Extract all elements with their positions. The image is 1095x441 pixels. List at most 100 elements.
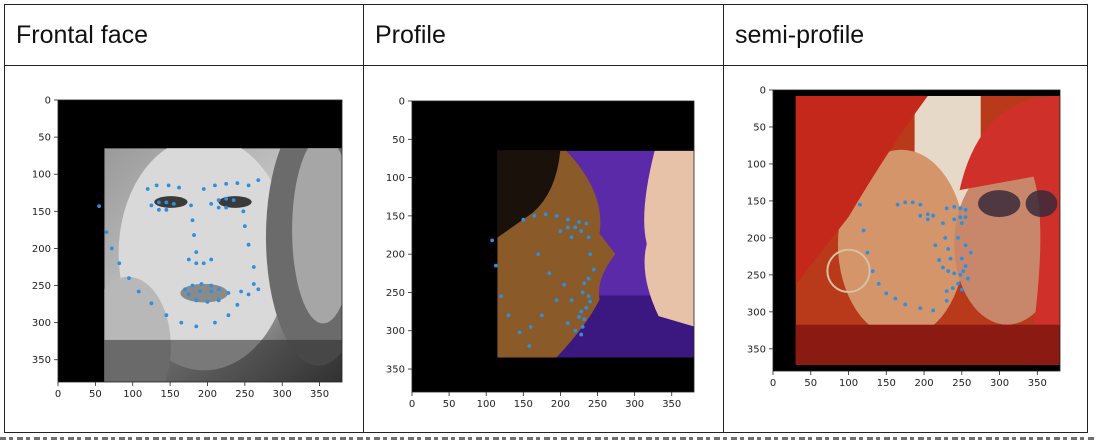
landmark-point — [580, 290, 585, 295]
frontal-face-plot: 0 0 50 50 100 100 150 150 200 200 250 250 300 300 350 3… — [32, 96, 343, 400]
landmark-point — [903, 200, 908, 205]
landmark-point — [569, 298, 574, 303]
landmark-point — [925, 217, 930, 222]
cell-frontal-face: 0 0 50 50 100 100 150 150 200 200 250 250 300 300 350 3… — [5, 66, 364, 432]
x-tick-label: 50 — [89, 389, 102, 400]
landmark-point — [895, 202, 900, 207]
landmark-point — [127, 276, 131, 281]
landmark-point — [588, 299, 593, 304]
x-tick-label: 50 — [443, 399, 456, 410]
landmark-point — [194, 250, 199, 255]
landmark-point — [961, 269, 966, 274]
landmark-point — [941, 221, 945, 226]
landmark-point — [527, 344, 532, 348]
y-tick-label: 350 — [32, 355, 51, 366]
y-tick-label: 300 — [386, 326, 405, 337]
landmark-point — [231, 198, 236, 203]
landmark-point — [876, 281, 881, 286]
landmark-point — [506, 313, 511, 318]
x-tick-label: 350 — [1028, 378, 1047, 389]
landmark-point — [149, 301, 154, 306]
landmark-point — [903, 302, 908, 307]
y-tick-label: 300 — [32, 318, 51, 329]
landmark-point — [573, 225, 578, 230]
landmark-point — [209, 283, 214, 288]
landmark-point — [109, 246, 114, 251]
landmark-point — [205, 299, 210, 304]
landmark-point — [565, 225, 570, 230]
landmark-point — [933, 243, 938, 248]
landmark-point — [256, 178, 261, 183]
y-tick-label: 100 — [386, 173, 405, 184]
landmark-point — [194, 298, 199, 303]
landmark-point — [946, 269, 951, 274]
landmark-point — [154, 183, 159, 188]
landmark-point — [136, 289, 141, 294]
x-tick-label: 250 — [952, 378, 971, 389]
landmark-point — [562, 282, 567, 287]
landmark-point — [164, 313, 169, 318]
x-tick-label: 0 — [770, 378, 776, 389]
landmark-point — [569, 235, 574, 240]
landmark-point — [224, 205, 229, 210]
landmark-point — [910, 200, 915, 205]
header-semi-profile: semi-profile — [724, 5, 1087, 66]
landmark-point — [543, 212, 548, 217]
landmark-point — [226, 313, 231, 318]
landmark-point — [239, 289, 244, 294]
landmark-point — [918, 306, 923, 311]
landmark-point — [171, 201, 176, 206]
landmark-point — [183, 287, 187, 292]
landmark-point — [517, 330, 522, 335]
landmark-point — [918, 213, 923, 218]
landmark-point — [958, 272, 963, 277]
landmark-point — [586, 276, 591, 281]
y-tick-label: 200 — [386, 250, 405, 261]
landmark-point — [925, 212, 930, 217]
y-tick-label: 150 — [386, 211, 405, 222]
landmark-point — [963, 243, 968, 248]
y-tick-label: 50 — [392, 135, 405, 146]
photo — [795, 95, 1060, 366]
landmark-point — [224, 196, 229, 201]
landmark-point — [959, 256, 964, 261]
landmark-point — [156, 207, 161, 212]
landmark-point — [189, 203, 193, 208]
header-profile: Profile — [364, 5, 724, 66]
landmark-point — [950, 286, 955, 291]
landmark-point — [968, 250, 973, 255]
landmark-point — [963, 215, 968, 220]
landmark-point — [588, 252, 593, 257]
cropped-caption-line — [0, 434, 1095, 441]
landmark-point — [209, 289, 214, 294]
photo — [104, 148, 343, 382]
landmark-point — [857, 202, 862, 207]
x-tick-label: 100 — [839, 378, 858, 389]
landmark-point — [573, 328, 578, 333]
landmark-point — [216, 198, 221, 203]
landmark-point — [532, 213, 537, 218]
landmark-point — [246, 183, 251, 188]
landmark-point — [861, 228, 866, 233]
landmark-point — [579, 309, 584, 314]
cell-profile: 0 0 50 50 100 100 150 150 200 200 250 250 300 300 350 3… — [364, 66, 724, 432]
y-tick-label: 100 — [32, 170, 51, 181]
landmark-point — [577, 315, 581, 319]
landmark-point — [582, 317, 587, 322]
landmark-point — [586, 235, 591, 240]
x-tick-label: 300 — [273, 389, 292, 400]
landmark-point — [97, 204, 102, 209]
landmark-point — [256, 287, 261, 292]
y-tick-label: 100 — [747, 159, 766, 170]
cell-semi-profile: 0 0 50 50 100 100 150 150 200 200 250 250 300 300 350 3… — [724, 66, 1087, 432]
landmark-point — [931, 308, 936, 313]
x-tick-label: 300 — [625, 399, 644, 410]
landmark-point — [579, 332, 584, 337]
landmark-point — [958, 215, 963, 220]
landmark-point — [554, 213, 559, 218]
landmark-point — [918, 202, 923, 207]
y-tick-label: 350 — [747, 344, 766, 355]
landmark-point — [584, 305, 589, 310]
x-tick-label: 100 — [123, 389, 142, 400]
landmark-point — [931, 213, 936, 218]
